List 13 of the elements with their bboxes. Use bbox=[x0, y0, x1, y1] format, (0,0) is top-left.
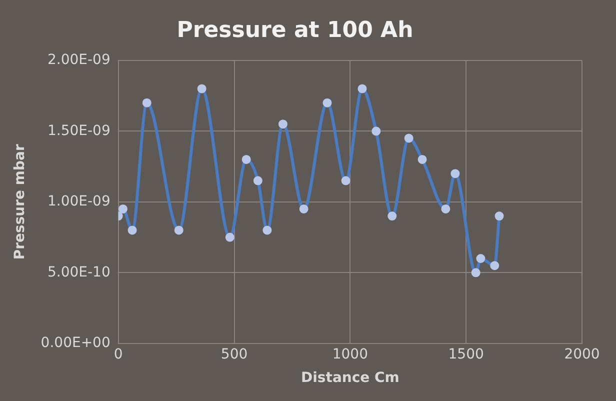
chart-title: Pressure at 100 Ah bbox=[176, 18, 414, 43]
x-tick-label: 1000 bbox=[332, 346, 368, 362]
y-axis-title: Pressure mbar bbox=[12, 144, 28, 260]
x-tick-label: 0 bbox=[114, 346, 123, 362]
y-tick-label: 1.50E-09 bbox=[47, 122, 110, 139]
x-tick-label: 500 bbox=[220, 346, 248, 362]
y-tick-label: 5.00E-10 bbox=[47, 264, 110, 280]
x-tick-label: 2000 bbox=[564, 346, 600, 362]
y-tick-label: 0.00E+00 bbox=[40, 335, 110, 352]
x-tick-label: 1500 bbox=[448, 346, 484, 362]
y-tick-label: 1.00E-09 bbox=[47, 194, 110, 210]
y-tick-label: 2.00E-09 bbox=[47, 52, 110, 68]
x-axis-title: Distance Cm bbox=[300, 370, 400, 386]
